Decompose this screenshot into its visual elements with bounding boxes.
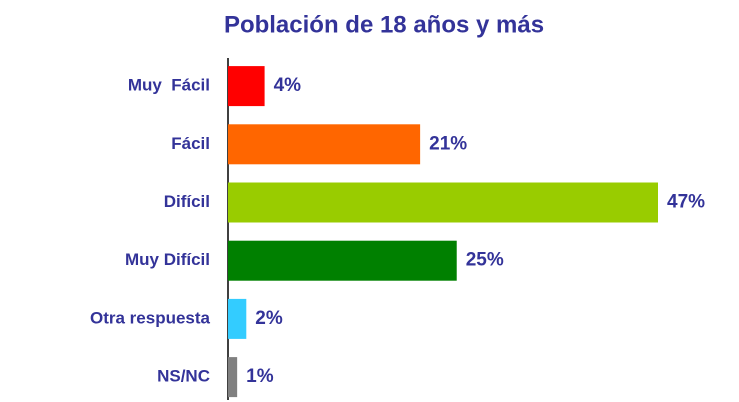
bar [228, 298, 247, 339]
category-label: Muy Fácil [128, 76, 210, 95]
bar [228, 66, 265, 107]
bar [228, 240, 457, 281]
category-label: NS/NC [157, 367, 210, 386]
bar [228, 124, 421, 165]
value-label: 25% [466, 250, 504, 271]
bar [228, 182, 658, 223]
bar [228, 357, 238, 398]
category-label: Fácil [171, 134, 210, 153]
category-label: Difícil [164, 192, 210, 211]
value-label: 2% [255, 308, 283, 329]
value-label: 47% [667, 192, 705, 213]
category-label: Otra respuesta [90, 308, 211, 327]
value-label: 4% [274, 75, 302, 96]
value-label: 1% [246, 366, 274, 387]
chart-title: Población de 18 años y más [224, 11, 544, 38]
value-label: 21% [429, 133, 467, 154]
category-label: Muy Difícil [125, 250, 210, 269]
